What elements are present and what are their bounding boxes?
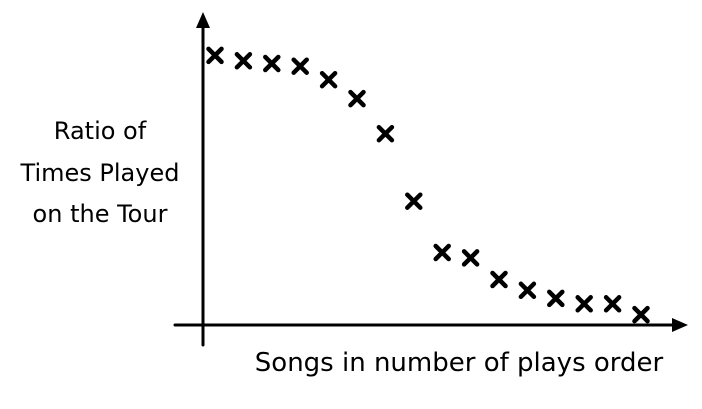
data-point <box>263 54 281 73</box>
x-axis-label: Songs in number of plays order <box>255 348 664 378</box>
data-point <box>632 305 650 324</box>
x-axis-arrow <box>672 318 688 332</box>
data-point <box>490 270 508 289</box>
y-axis-label-line-2: Times Played <box>20 159 180 187</box>
data-point <box>518 281 537 300</box>
y-axis-arrow <box>196 12 210 28</box>
y-axis-label-line-1: Ratio of <box>54 117 147 145</box>
data-point <box>575 295 593 313</box>
data-point <box>206 46 224 65</box>
data-point <box>433 243 451 262</box>
data-point <box>461 249 480 267</box>
data-point <box>291 57 309 75</box>
data-point <box>348 89 366 108</box>
data-point <box>405 192 423 210</box>
data-point <box>319 70 338 89</box>
data-point <box>603 295 622 313</box>
data-point <box>234 52 253 70</box>
data-points <box>206 46 650 324</box>
data-point <box>376 124 395 143</box>
y-axis-label-line-3: on the Tour <box>33 200 168 228</box>
data-point <box>547 289 565 308</box>
